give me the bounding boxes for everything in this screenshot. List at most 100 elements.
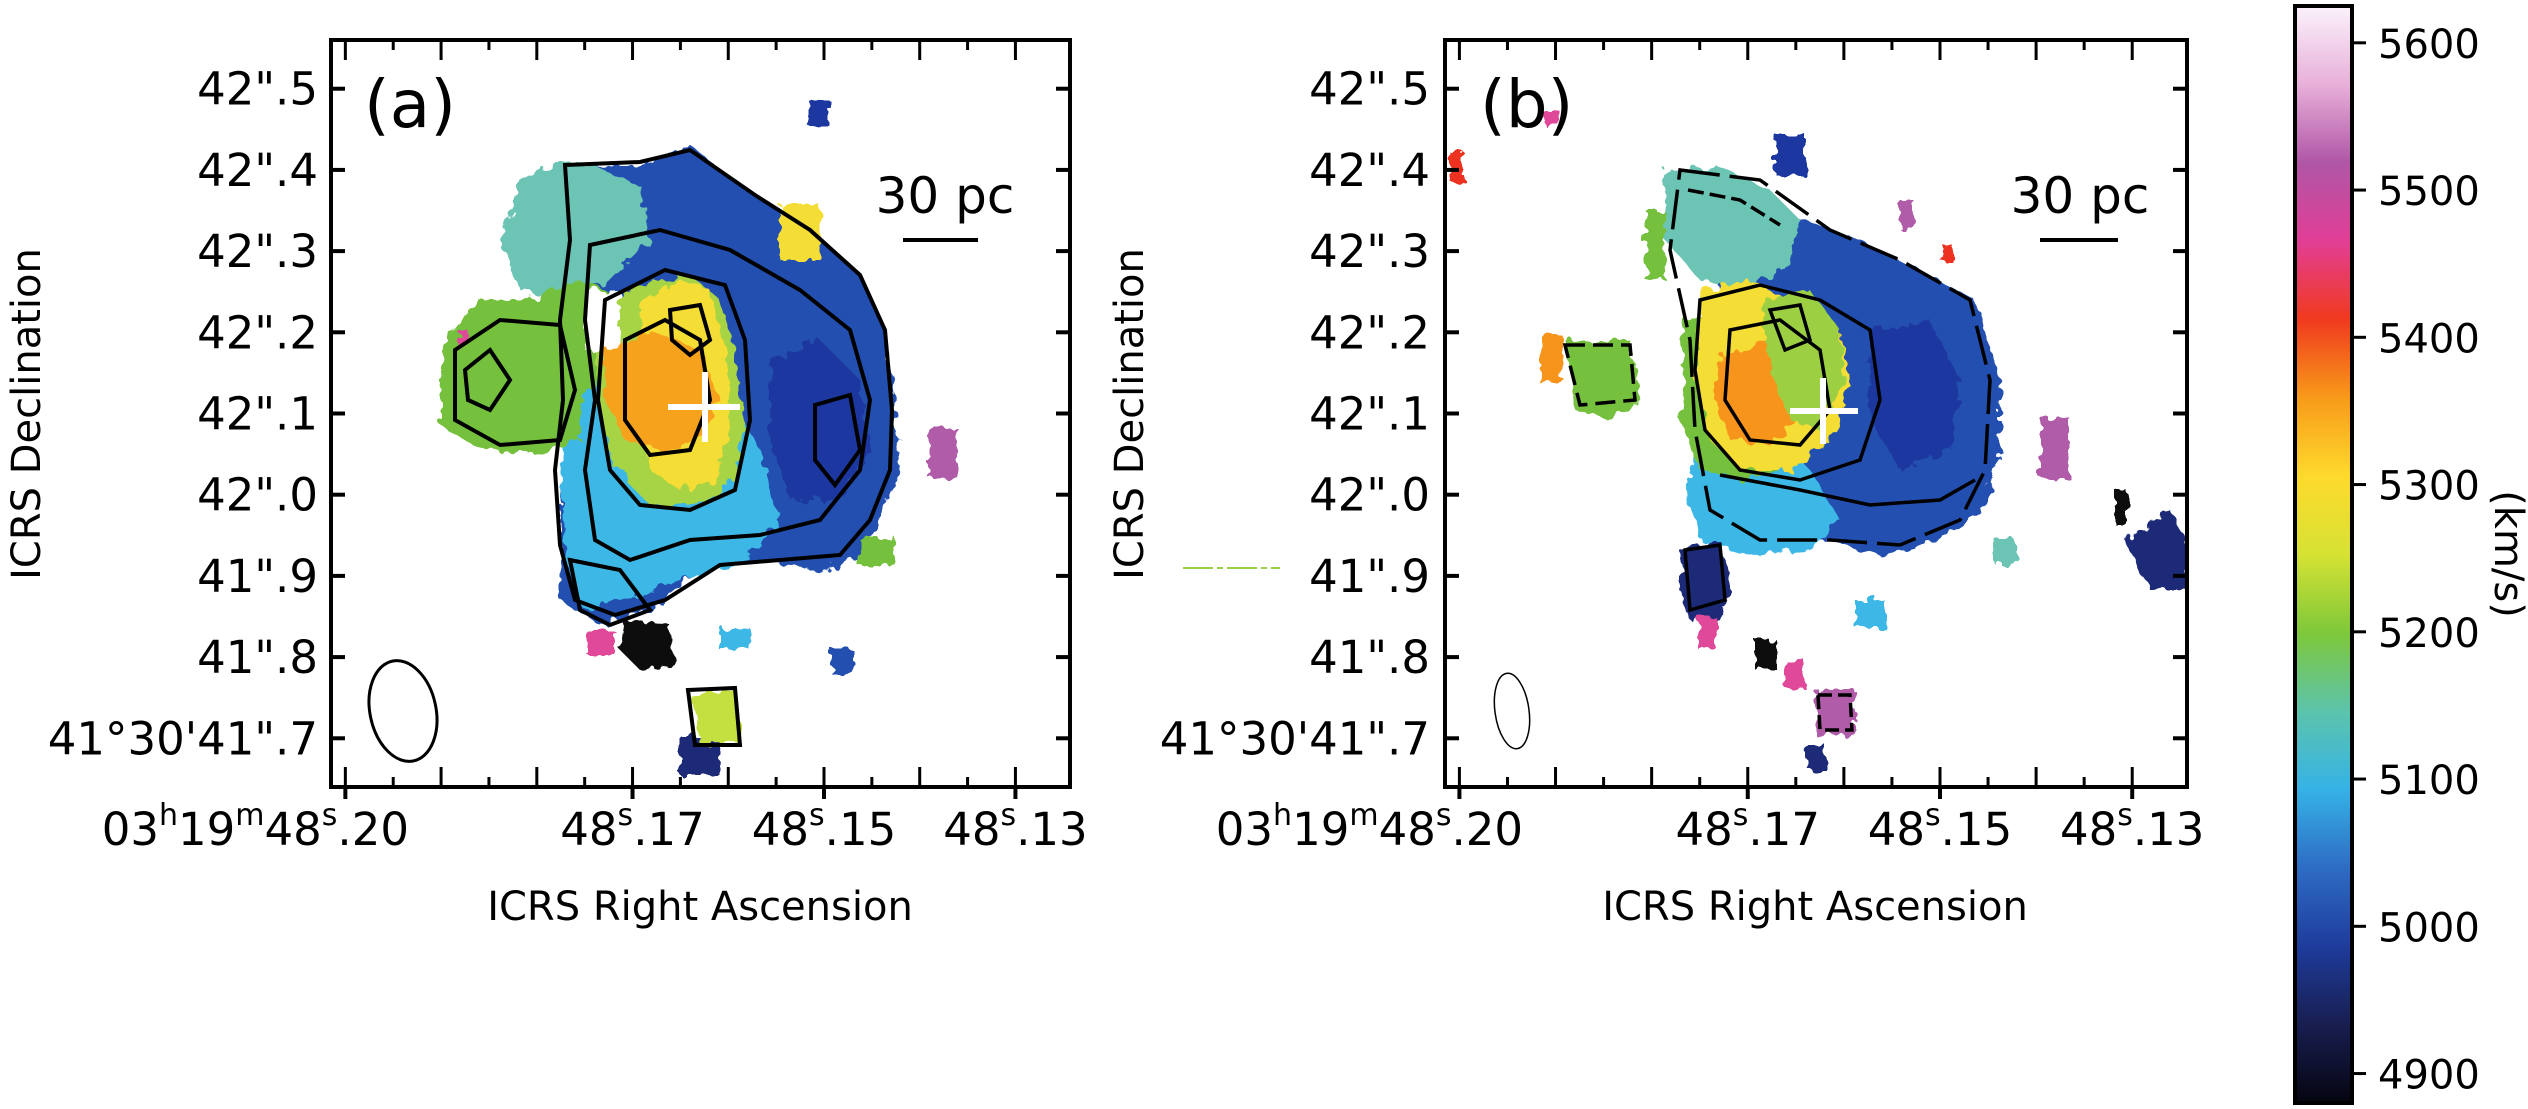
panel-label-b: (b) (1480, 66, 1573, 143)
panel-a: 30 pc (a) 42".5 42".4 42".3 42".2 42".1 42".0… (4, 38, 1088, 930)
island-black-right-b (2115, 490, 2127, 525)
contour-a-9 (567, 557, 654, 628)
island-purple-bot-b (1815, 690, 1855, 735)
island-black-b (1755, 640, 1777, 670)
contour-b-7 (1562, 343, 1637, 407)
island-red-b (1450, 152, 1464, 182)
island-navy-top-b (1776, 135, 1806, 175)
y-tick-label-a-3: 42".2 (197, 306, 318, 359)
x-tick-label-b-3: 48s.13 (2060, 798, 2204, 856)
y-tick-label-a-4: 42".1 (197, 388, 318, 441)
contour-b-9 (1687, 188, 1781, 227)
island-teal-b (1645, 210, 1665, 280)
contour-a-5 (667, 302, 713, 358)
colorbar-fill (2295, 6, 2352, 1103)
colorbar-label: (km/s) (2485, 490, 2528, 618)
y-tick-label-b-0: 42".5 (1309, 63, 1430, 116)
region-teal-a (500, 160, 650, 300)
beam-ellipse-a (367, 659, 439, 763)
region-darkblue-a (770, 340, 870, 500)
contour-a-8 (462, 347, 513, 413)
island-cyan-a (720, 628, 750, 650)
y-tick-label-a-2: 42".3 (197, 225, 318, 278)
island-navy-bot-b (1808, 745, 1826, 770)
nucleus-marker-a (668, 372, 740, 442)
island-purple-top-b (1900, 200, 1914, 230)
x-tick-label-a-0: 03h19m48s.20 (102, 798, 409, 856)
y-axis-label-a: ICRS Declination (4, 248, 50, 580)
contour-a-2 (582, 227, 873, 563)
x-tick-label-b-0: 03h19m48s.20 (1216, 798, 1523, 856)
y-tick-label-a-8: 41°30'41".7 (48, 712, 318, 765)
panel-b: 30 pc (b) 42".5 42".4 42".3 42".2 42".1 42".0… (1107, 38, 2204, 930)
island-teal-right-b (1995, 540, 2015, 565)
island-green-left-b (1565, 340, 1640, 420)
axis-ticks-b: 42".5 42".4 42".3 42".2 42".1 42".0 41".9 41".8… (1160, 40, 2204, 856)
contour-a-6 (813, 392, 863, 489)
scale-label-a: 30 pc (876, 167, 1015, 225)
colorbar-tick-label-1: 5000 (2378, 905, 2480, 951)
region-teal-b (1665, 168, 1800, 290)
contour-a-1 (552, 147, 895, 618)
island-cyan-b (1855, 600, 1885, 628)
island-magenta-top-b (1545, 110, 1559, 126)
island-yellow-bot-a (690, 690, 740, 745)
island-green-a (858, 538, 896, 566)
y-tick-label-a-7: 41".8 (197, 631, 318, 684)
contour-b-2 (1693, 283, 1882, 482)
scale-label-b: 30 pc (2011, 167, 2150, 225)
island-red-bot-b (1785, 660, 1805, 688)
island-red-a (458, 330, 468, 345)
contour-b-8 (1816, 693, 1854, 732)
x-axis-label-b: ICRS Right Ascension (1602, 884, 2028, 930)
region-orange-a (605, 330, 720, 450)
colorbar-tick-label-2: 5100 (2378, 758, 2480, 804)
island-navy-left-b (1680, 540, 1730, 620)
y-tick-label-b-5: 42".0 (1309, 469, 1430, 522)
y-tick-label-b-1: 42".4 (1309, 144, 1430, 197)
contour-b-4 (1767, 303, 1813, 353)
contour-b-5 (1719, 473, 1976, 507)
colorbar-frame (2293, 4, 2354, 1105)
contour-b-6 (1683, 543, 1727, 613)
contour-b-1 (1668, 168, 1992, 547)
colorbar-tick-label-5: 5400 (2378, 316, 2480, 362)
y-tick-label-a-0: 42".5 (197, 63, 318, 116)
colorbar: 4900 5000 5100 5200 5300 5400 5500 5600 (km/s) (2293, 4, 2528, 1105)
x-tick-label-a-1: 48s.17 (560, 798, 704, 856)
colorbar-tick-label-6: 5500 (2378, 169, 2480, 215)
y-tick-label-b-3: 42".2 (1309, 306, 1430, 359)
island-orange-b (1540, 335, 1562, 383)
island-navy-right-b (2125, 510, 2187, 590)
y-axis-label-b: ICRS Declination (1107, 248, 1153, 580)
x-tick-label-b-1: 48s.17 (1676, 798, 1820, 856)
y-tick-label-b-2: 42".3 (1309, 225, 1430, 278)
y-tick-label-b-4: 42".1 (1309, 388, 1430, 441)
island-purple-right-b (2040, 418, 2070, 478)
island-navy-c-a (832, 650, 854, 675)
region-green-a (440, 280, 620, 455)
island-magenta-b (1698, 617, 1716, 649)
island-navy-top-a (808, 100, 830, 126)
colorbar-tick-label-4: 5300 (2378, 464, 2480, 510)
x-tick-label-a-2: 48s.15 (752, 798, 896, 856)
panel-label-a: (a) (364, 66, 456, 143)
island-purple-a (928, 428, 958, 478)
x-axis-label-a: ICRS Right Ascension (487, 884, 913, 930)
y-tick-label-a-1: 42".4 (197, 144, 318, 197)
y-tick-label-a-5: 42".0 (197, 469, 318, 522)
island-magenta-a (587, 630, 615, 655)
contour-b-3 (1723, 318, 1832, 447)
contour-a-7 (453, 317, 578, 448)
colorbar-tick-label-7: 5600 (2378, 22, 2480, 68)
contour-a-10 (685, 685, 743, 747)
x-tick-label-b-2: 48s.15 (1868, 798, 2012, 856)
island-red-top-b (1943, 245, 1953, 263)
nucleus-marker-b (1790, 378, 1858, 444)
y-tick-label-b-8: 41°30'41".7 (1160, 712, 1430, 765)
region-darkblue-b (1870, 320, 1960, 470)
contour-a-3 (595, 267, 753, 513)
colorbar-tick-label-3: 5200 (2378, 611, 2480, 657)
x-tick-label-a-3: 48s.13 (943, 798, 1087, 856)
